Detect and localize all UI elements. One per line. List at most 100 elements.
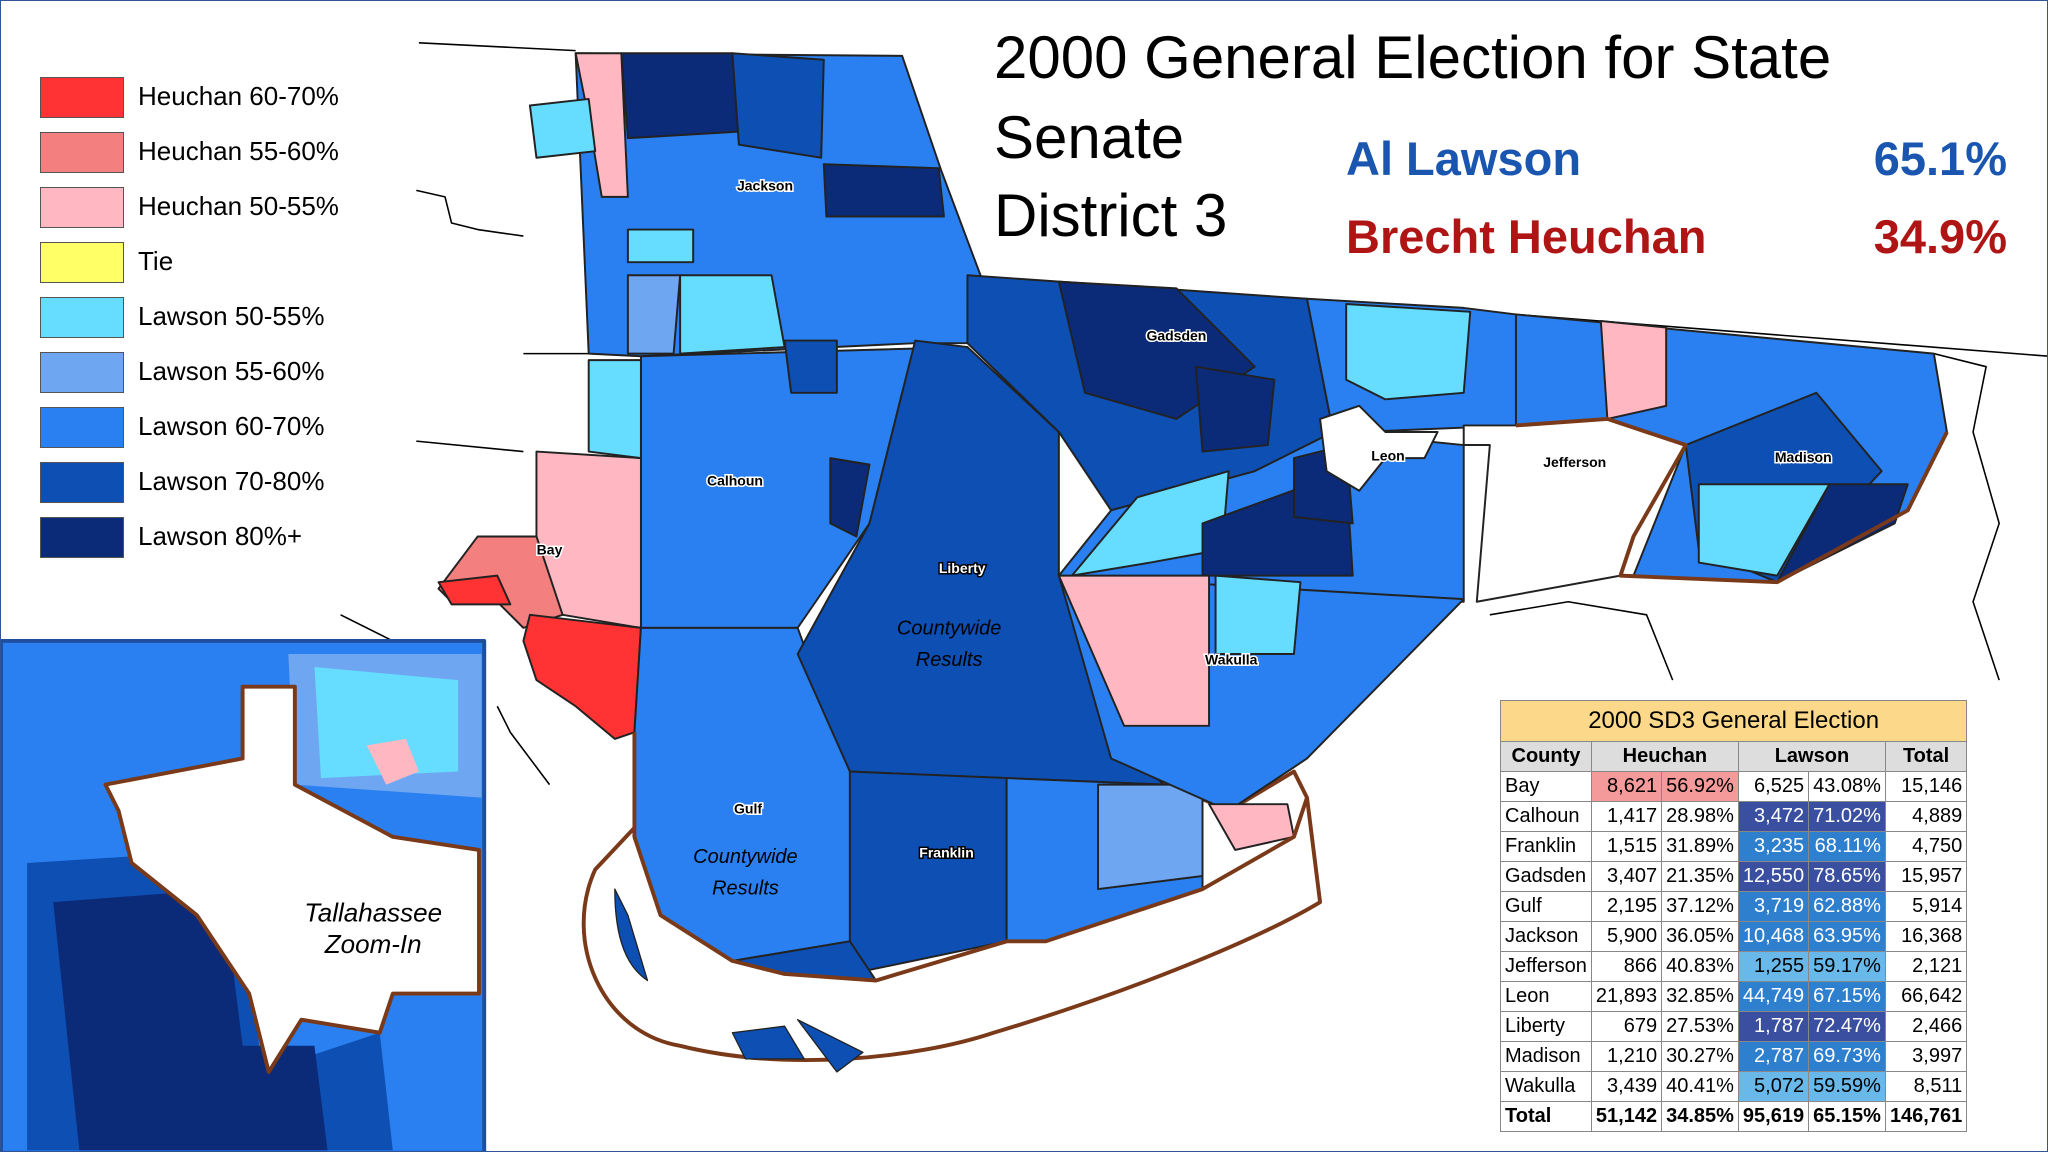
table-cell: 3,997 [1884, 1041, 1968, 1072]
table-cell: 679 [1590, 1011, 1663, 1042]
legend-swatch [40, 462, 124, 503]
table-cell: 66,642 [1884, 981, 1968, 1012]
table-cell: Gadsden [1500, 861, 1592, 892]
table-cell: 28.98% [1661, 801, 1739, 832]
table-cell: 34.85% [1661, 1101, 1739, 1132]
table-cell: 866 [1590, 951, 1663, 982]
table-cell: 67.15% [1808, 981, 1886, 1012]
table-row: Franklin 1,515 31.89% 3,235 68.11% 4,750 [1500, 831, 1968, 862]
table-cell: Madison [1500, 1041, 1592, 1072]
table-cell: 10,468 [1737, 921, 1810, 952]
table-cell: 36.05% [1661, 921, 1739, 952]
map-label: Bay [537, 542, 563, 558]
map-label: Tallahassee [304, 898, 442, 928]
table-cell: 3,235 [1737, 831, 1810, 862]
table-cell: 8,511 [1884, 1071, 1968, 1102]
legend-label: Heuchan 60-70% [138, 81, 339, 111]
table-cell: Total [1884, 741, 1968, 772]
legend-swatch [40, 242, 124, 283]
table-cell: 15,146 [1884, 771, 1968, 802]
map-label: Results [712, 877, 779, 899]
legend-label: Lawson 60-70% [138, 411, 325, 441]
map-label: Wakulla [1205, 651, 1258, 667]
table-cell: 21,893 [1590, 981, 1663, 1012]
table-row: Gulf 2,195 37.12% 3,719 62.88% 5,914 [1500, 891, 1968, 922]
table-row: County Heuchan Lawson Total [1500, 741, 1968, 772]
table-cell: 63.95% [1808, 921, 1886, 952]
table-cell: 16,368 [1884, 921, 1968, 952]
table-cell: 31.89% [1661, 831, 1739, 862]
map-label: Leon [1371, 448, 1404, 464]
results-table: 2000 SD3 General Election County Heuchan La… [1499, 700, 1968, 1132]
table-row: Gadsden 3,407 21.35% 12,550 78.65% 15,957 [1500, 861, 1968, 892]
table-cell: Liberty [1500, 1011, 1592, 1042]
table-row: Total 51,142 34.85% 95,619 65.15% 146,761 [1500, 1101, 1968, 1132]
table-cell: 56.92% [1661, 771, 1739, 802]
table-cell: 6,525 [1737, 771, 1810, 802]
table-cell: 2000 SD3 General Election [1499, 700, 1968, 742]
map-label: Madison [1775, 449, 1832, 465]
table-cell: 12,550 [1737, 861, 1810, 892]
table-row: Jefferson 866 40.83% 1,255 59.17% 2,121 [1500, 951, 1968, 982]
table-cell: 95,619 [1737, 1101, 1810, 1132]
table-cell: 32.85% [1661, 981, 1739, 1012]
legend-swatch [40, 187, 124, 228]
table-cell: Heuchan [1590, 741, 1739, 772]
map-label: Results [916, 649, 983, 671]
table-cell: Jackson [1500, 921, 1592, 952]
map-label: Jefferson [1543, 454, 1606, 470]
table-cell: 44,749 [1737, 981, 1810, 1012]
map-label: Calhoun [707, 473, 763, 489]
table-cell: 146,761 [1884, 1101, 1968, 1132]
map-label: Zoom-In [324, 929, 422, 959]
legend-swatch [40, 297, 124, 338]
inset [1, 638, 487, 1151]
table-cell: 40.83% [1661, 951, 1739, 982]
legend-swatch [40, 407, 124, 448]
table-cell: Lawson [1737, 741, 1886, 772]
table-cell: Bay [1500, 771, 1592, 802]
table-cell: 1,787 [1737, 1011, 1810, 1042]
table-cell: 5,072 [1737, 1071, 1810, 1102]
candidate-name: Brecht Heuchan [1346, 210, 1707, 263]
candidate-pct: 34.9% [1873, 210, 2007, 263]
table-cell: 2,195 [1590, 891, 1663, 922]
table-cell: 51,142 [1590, 1101, 1663, 1132]
table-cell: 27.53% [1661, 1011, 1739, 1042]
table-cell: 3,407 [1590, 861, 1663, 892]
title-line: 2000 General Election for State [994, 24, 1832, 91]
map-label: Gulf [734, 800, 762, 816]
table-cell: 65.15% [1808, 1101, 1886, 1132]
table-cell: 43.08% [1808, 771, 1886, 802]
table-cell: 69.73% [1808, 1041, 1886, 1072]
candidate-name: Al Lawson [1346, 132, 1582, 185]
legend-label: Lawson 50-55% [138, 301, 325, 331]
table-cell: 62.88% [1808, 891, 1886, 922]
table-cell: 2,466 [1884, 1011, 1968, 1042]
legend-label: Lawson 70-80% [138, 466, 325, 496]
table-cell: 59.17% [1808, 951, 1886, 982]
table-row: Wakulla 3,439 40.41% 5,072 59.59% 8,511 [1500, 1071, 1968, 1102]
table-cell: 15,957 [1884, 861, 1968, 892]
table-cell: 1,255 [1737, 951, 1810, 982]
legend-label: Lawson 55-60% [138, 356, 325, 386]
legend-label: Lawson 80%+ [138, 521, 303, 551]
table-cell: Leon [1500, 981, 1592, 1012]
table-cell: 72.47% [1808, 1011, 1886, 1042]
table-cell: 4,750 [1884, 831, 1968, 862]
legend-label: Heuchan 55-60% [138, 136, 339, 166]
table-cell: Total [1500, 1101, 1592, 1132]
legend-label: Tie [138, 246, 174, 276]
table-cell: 3,719 [1737, 891, 1810, 922]
table-cell: 1,210 [1590, 1041, 1663, 1072]
legend-swatch [40, 352, 124, 393]
table-row: 2000 SD3 General Election [1499, 700, 1968, 742]
table-cell: 59.59% [1808, 1071, 1886, 1102]
map-label: Liberty [939, 560, 986, 576]
table-row: Madison 1,210 30.27% 2,787 69.73% 3,997 [1500, 1041, 1968, 1072]
table-cell: 71.02% [1808, 801, 1886, 832]
table-cell: Jefferson [1500, 951, 1592, 982]
table-cell: 2,121 [1884, 951, 1968, 982]
table-cell: 4,889 [1884, 801, 1968, 832]
